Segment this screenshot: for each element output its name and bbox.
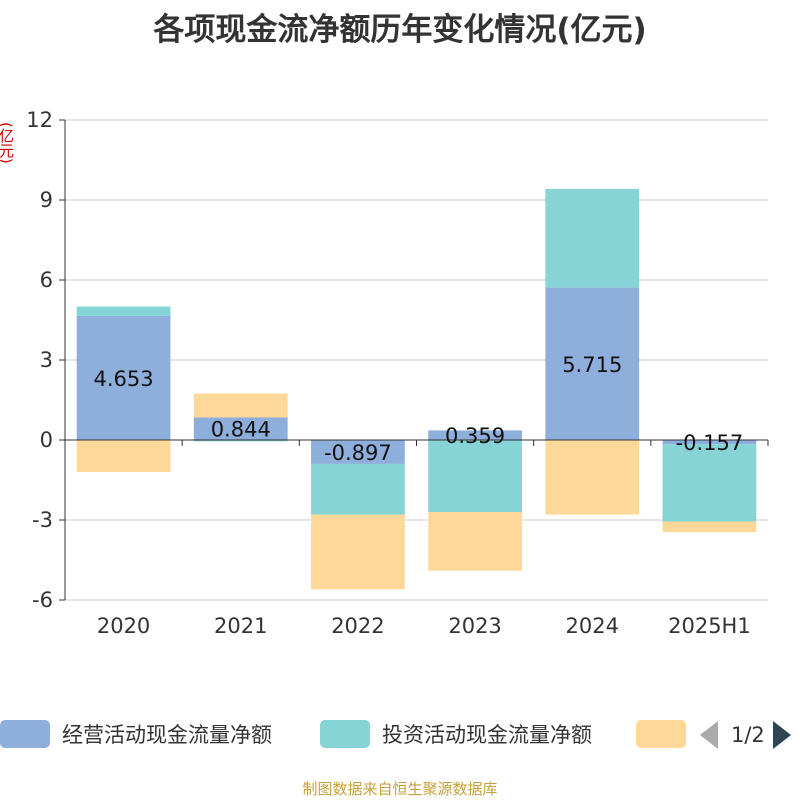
bar-series1-2020 bbox=[76, 315, 171, 440]
x-category-label: 2020 bbox=[97, 614, 150, 638]
y-tick-label: -3 bbox=[32, 508, 53, 532]
bar-series3-2024 bbox=[545, 440, 640, 515]
y-tick-label: 0 bbox=[40, 428, 53, 452]
legend-page-indicator: 1/2 bbox=[731, 723, 765, 747]
bar-series2-2020 bbox=[76, 306, 171, 316]
bar-series1-2023 bbox=[428, 430, 522, 440]
bar-series2-2025H1 bbox=[662, 444, 757, 522]
bar-series2-2022 bbox=[311, 463, 405, 515]
x-category-label: 2021 bbox=[214, 614, 267, 638]
legend-label-investing: 投资活动现金流量净额 bbox=[382, 723, 592, 747]
legend: 经营活动现金流量净额 投资活动现金流量净额 1/2 bbox=[0, 714, 800, 754]
legend-swatch-financing bbox=[636, 720, 686, 748]
bar-series3-2023 bbox=[428, 512, 522, 571]
y-tick-label: 9 bbox=[40, 188, 53, 212]
chart-title: 各项现金流净额历年变化情况(亿元) bbox=[153, 12, 647, 48]
legend-prev-icon[interactable] bbox=[700, 721, 718, 749]
bar-series3-2022 bbox=[311, 514, 405, 590]
legend-item-financing[interactable] bbox=[636, 720, 686, 748]
data-label-2020: 4.653 bbox=[94, 367, 154, 391]
data-source-note: 制图数据来自恒生聚源数据库 bbox=[302, 780, 498, 798]
data-label-2024: 5.715 bbox=[562, 353, 622, 377]
x-category-label: 2022 bbox=[331, 614, 384, 638]
legend-item-investing[interactable]: 投资活动现金流量净额 bbox=[320, 720, 592, 748]
y-tick-label: 3 bbox=[40, 348, 53, 372]
legend-label-operating: 经营活动现金流量净额 bbox=[62, 723, 272, 747]
bar-series2-2023 bbox=[428, 440, 522, 512]
bar-series1-2021 bbox=[193, 417, 288, 440]
bar-series1-2024 bbox=[545, 287, 640, 440]
bar-series1-2022 bbox=[311, 440, 405, 464]
legend-pager: 1/2 bbox=[700, 718, 800, 752]
data-label-2025H1: -0.157 bbox=[676, 431, 744, 455]
legend-item-operating[interactable]: 经营活动现金流量净额 bbox=[0, 720, 272, 748]
bar-series1-2025H1 bbox=[662, 440, 757, 445]
legend-swatch-operating bbox=[0, 720, 50, 748]
y-tick-label: -6 bbox=[32, 588, 53, 612]
data-label-2023: 0.359 bbox=[445, 424, 505, 448]
bar-series3-2020 bbox=[76, 440, 171, 472]
x-category-label: 2025H1 bbox=[668, 614, 751, 638]
data-label-2021: 0.844 bbox=[211, 418, 271, 442]
data-label-2022: -0.897 bbox=[324, 441, 392, 465]
bar-series3-2021 bbox=[193, 393, 288, 418]
bar-series2-2024 bbox=[545, 188, 640, 288]
y-tick-label: 12 bbox=[26, 108, 53, 132]
x-category-label: 2023 bbox=[448, 614, 501, 638]
y-tick-label: 6 bbox=[40, 268, 53, 292]
bar-series2-2021 bbox=[193, 440, 288, 442]
legend-swatch-investing bbox=[320, 720, 370, 748]
x-category-label: 2024 bbox=[566, 614, 619, 638]
legend-next-icon[interactable] bbox=[772, 721, 791, 749]
y-axis-unit: (亿元) bbox=[0, 122, 15, 164]
bar-series3-2025H1 bbox=[662, 521, 757, 533]
